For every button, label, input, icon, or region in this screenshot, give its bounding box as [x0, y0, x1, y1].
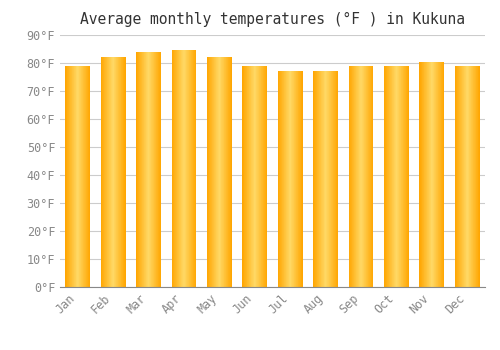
Title: Average monthly temperatures (°F ) in Kukuna: Average monthly temperatures (°F ) in Ku… — [80, 12, 465, 27]
